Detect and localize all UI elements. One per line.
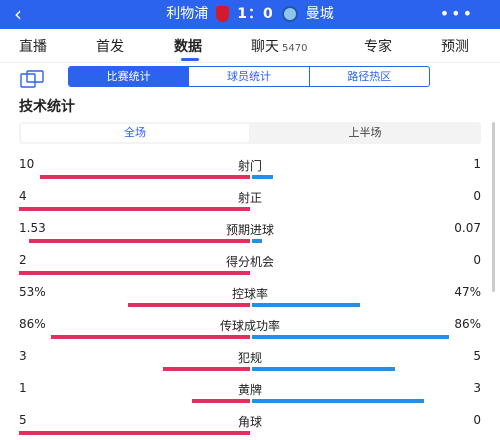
away-stat-bar bbox=[252, 335, 449, 339]
stat-bar-track bbox=[19, 367, 481, 371]
tab-predictions[interactable]: 预测 bbox=[441, 39, 469, 55]
home-stat-bar bbox=[163, 367, 250, 371]
home-stat-bar bbox=[127, 303, 250, 307]
match-title: 利物浦 1：0 曼城 bbox=[0, 5, 500, 23]
away-stat-bar bbox=[252, 367, 396, 371]
subtab-player-stats[interactable]: 球员统计 bbox=[189, 67, 310, 86]
stat-label: 得分机会 bbox=[225, 255, 274, 269]
home-stat-bar bbox=[40, 175, 250, 179]
stat-label: 控球率 bbox=[231, 287, 268, 301]
stat-bar-track bbox=[19, 303, 481, 307]
home-stat-bar bbox=[192, 399, 250, 403]
main-tabs: 直播 首发 数据 聊天 5470 专家 预测 bbox=[0, 29, 500, 63]
away-stat-value: 5 bbox=[473, 349, 481, 363]
stat-label: 射正 bbox=[237, 191, 262, 205]
period-full-match[interactable]: 全场 bbox=[21, 124, 249, 142]
away-team-name: 曼城 bbox=[305, 6, 334, 22]
away-stat-bar bbox=[252, 239, 263, 243]
home-stat-value: 5 bbox=[19, 413, 27, 427]
match-score: 1：0 bbox=[237, 6, 274, 22]
home-stat-value: 53% bbox=[19, 285, 46, 299]
home-stat-bar bbox=[29, 239, 250, 243]
home-team-name: 利物浦 bbox=[166, 6, 209, 22]
home-stat-bar bbox=[19, 431, 250, 435]
stat-label: 犯规 bbox=[237, 351, 262, 365]
stat-bar-track bbox=[19, 207, 481, 211]
tab-live[interactable]: 直播 bbox=[19, 39, 47, 55]
stat-row: 53% 控球率 47% bbox=[0, 285, 500, 315]
away-stat-bar bbox=[252, 175, 273, 179]
scrollbar[interactable] bbox=[492, 122, 495, 292]
stat-label: 传球成功率 bbox=[219, 319, 280, 333]
away-stat-bar bbox=[252, 303, 360, 307]
match-header: ‹ 利物浦 1：0 曼城 ••• bbox=[0, 0, 500, 29]
home-stat-value: 4 bbox=[19, 189, 27, 203]
away-stat-value: 0 bbox=[473, 413, 481, 427]
chat-count-badge: 5470 bbox=[282, 43, 308, 54]
stat-label: 角球 bbox=[237, 415, 262, 429]
stat-row: 2 得分机会 0 bbox=[0, 253, 500, 283]
away-stat-value: 47% bbox=[454, 285, 481, 299]
stat-row: 1.53 预期进球 0.07 bbox=[0, 221, 500, 251]
stat-row: 86% 传球成功率 86% bbox=[0, 317, 500, 347]
away-stat-value: 1 bbox=[473, 157, 481, 171]
home-stat-bar bbox=[19, 207, 250, 211]
stats-subtabs: 比赛统计 球员统计 路径热区 bbox=[68, 66, 430, 87]
pitch-view-icon[interactable] bbox=[19, 69, 45, 89]
section-title: 技术统计 bbox=[19, 99, 75, 115]
away-stat-value: 0 bbox=[473, 189, 481, 203]
liverpool-crest-icon bbox=[216, 6, 230, 22]
home-stat-value: 1 bbox=[19, 381, 27, 395]
stat-bar-track bbox=[19, 175, 481, 179]
stat-row: 10 射门 1 bbox=[0, 157, 500, 187]
period-first-half[interactable]: 上半场 bbox=[348, 126, 382, 139]
home-stat-value: 10 bbox=[19, 157, 35, 171]
stat-bar-track bbox=[19, 335, 481, 339]
tab-experts[interactable]: 专家 bbox=[364, 39, 392, 55]
stat-bar-track bbox=[19, 399, 481, 403]
stat-label: 射门 bbox=[237, 159, 262, 173]
away-stat-value: 3 bbox=[473, 381, 481, 395]
home-stat-value: 3 bbox=[19, 349, 27, 363]
home-stat-value: 2 bbox=[19, 253, 27, 267]
tab-data[interactable]: 数据 bbox=[174, 39, 202, 55]
stat-label: 黄牌 bbox=[237, 383, 262, 397]
stat-row: 4 射正 0 bbox=[0, 189, 500, 219]
period-toggle: 全场 上半场 bbox=[19, 122, 481, 144]
stat-label: 预期进球 bbox=[225, 223, 274, 237]
stat-bar-track bbox=[19, 271, 481, 275]
away-stat-value: 0.07 bbox=[454, 221, 481, 235]
tab-chat[interactable]: 聊天 5470 bbox=[251, 36, 307, 56]
home-stat-value: 1.53 bbox=[19, 221, 46, 235]
tab-chat-label: 聊天 bbox=[251, 39, 279, 55]
away-stat-value: 0 bbox=[473, 253, 481, 267]
active-tab-indicator bbox=[181, 58, 199, 61]
home-stat-value: 86% bbox=[19, 317, 46, 331]
stat-bar-track bbox=[19, 431, 481, 435]
tab-lineup[interactable]: 首发 bbox=[96, 39, 124, 55]
subtab-heatmap[interactable]: 路径热区 bbox=[347, 70, 392, 83]
more-icon[interactable]: ••• bbox=[439, 4, 474, 23]
back-icon[interactable]: ‹ bbox=[14, 2, 22, 26]
home-stat-bar bbox=[19, 271, 250, 275]
away-stat-bar bbox=[252, 399, 424, 403]
stat-bar-track bbox=[19, 239, 481, 243]
home-stat-bar bbox=[51, 335, 250, 339]
subtab-match-stats[interactable]: 比赛统计 bbox=[69, 67, 190, 86]
stat-row: 1 黄牌 3 bbox=[0, 381, 500, 411]
stat-row: 3 犯规 5 bbox=[0, 349, 500, 379]
away-stat-value: 86% bbox=[454, 317, 481, 331]
man-city-crest-icon bbox=[281, 6, 298, 22]
stat-row: 5 角球 0 bbox=[0, 413, 500, 440]
